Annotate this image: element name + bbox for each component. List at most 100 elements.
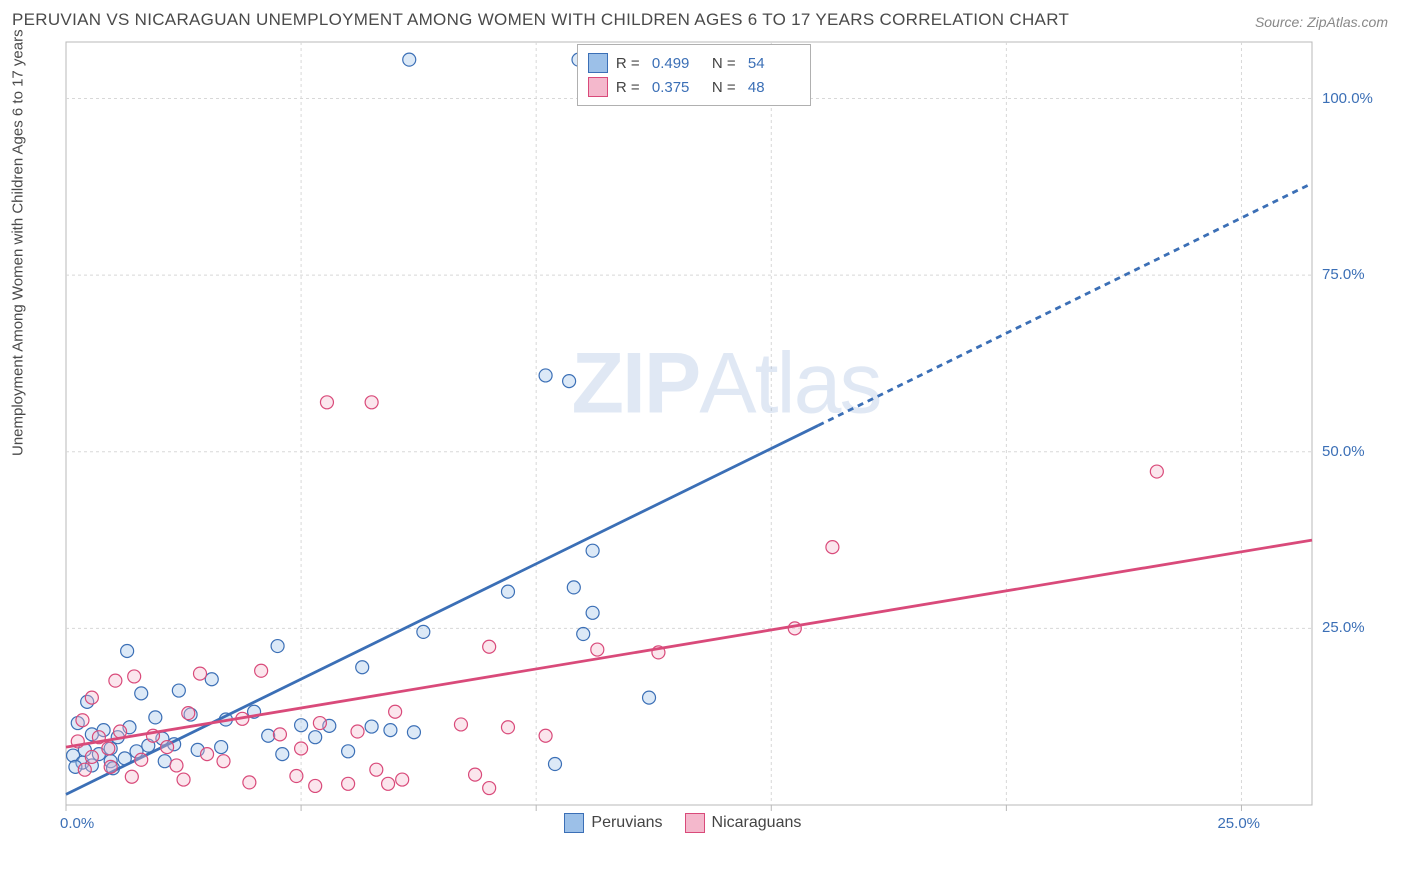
n-value-nicaraguans: 48 — [748, 79, 800, 96]
scatter-point — [295, 719, 308, 732]
r-label: R = — [616, 55, 644, 72]
scatter-point — [356, 661, 369, 674]
trend-line — [66, 425, 818, 794]
scatter-point — [262, 729, 275, 742]
n-label: N = — [712, 55, 740, 72]
y-tick-label: 25.0% — [1322, 619, 1365, 636]
scatter-point — [158, 755, 171, 768]
r-value-nicaraguans: 0.375 — [652, 79, 704, 96]
scatter-point — [201, 748, 214, 761]
scatter-point — [548, 758, 561, 771]
scatter-point — [483, 640, 496, 653]
correlation-legend-box: R = 0.499 N = 54 R = 0.375 N = 48 — [577, 44, 811, 106]
trend-line — [66, 540, 1312, 747]
scatter-point — [384, 724, 397, 737]
legend-swatch-nicaraguans — [685, 813, 705, 833]
scatter-point — [205, 673, 218, 686]
scatter-point — [78, 763, 91, 776]
legend-row-peruvians: R = 0.499 N = 54 — [588, 51, 800, 75]
scatter-point — [351, 725, 364, 738]
scatter-point — [365, 396, 378, 409]
legend-item-nicaraguans: Nicaraguans — [685, 813, 802, 833]
scatter-point — [309, 779, 322, 792]
scatter-point — [501, 721, 514, 734]
scatter-point — [135, 753, 148, 766]
scatter-point — [586, 544, 599, 557]
scatter-point — [177, 773, 190, 786]
scatter-point — [161, 741, 174, 754]
scatter-point — [276, 748, 289, 761]
scatter-point — [273, 728, 286, 741]
n-value-peruvians: 54 — [748, 55, 800, 72]
y-tick-label: 75.0% — [1322, 266, 1365, 283]
scatter-point — [215, 741, 228, 754]
series-legend: Peruvians Nicaraguans — [564, 813, 801, 833]
source-attribution: Source: ZipAtlas.com — [1255, 14, 1388, 30]
legend-swatch-peruvians — [564, 813, 584, 833]
scatter-point — [389, 705, 402, 718]
scatter-point — [643, 691, 656, 704]
scatter-point — [539, 369, 552, 382]
chart-title: PERUVIAN VS NICARAGUAN UNEMPLOYMENT AMON… — [12, 10, 1069, 30]
scatter-point — [370, 763, 383, 776]
chart-plot-area: ZIPAtlas — [62, 38, 1390, 843]
scatter-point — [539, 729, 552, 742]
scatter-point — [563, 375, 576, 388]
scatter-point — [255, 664, 268, 677]
scatter-point — [121, 644, 134, 657]
scatter-point — [125, 770, 138, 783]
scatter-point — [290, 770, 303, 783]
scatter-point — [109, 674, 122, 687]
scatter-point — [454, 718, 467, 731]
scatter-point — [309, 731, 322, 744]
scatter-point — [104, 760, 117, 773]
scatter-point — [382, 777, 395, 790]
scatter-point — [295, 742, 308, 755]
scatter-point — [577, 628, 590, 641]
scatter-point — [469, 768, 482, 781]
x-tick-label: 0.0% — [60, 815, 94, 832]
scatter-point — [135, 687, 148, 700]
scatter-point — [76, 714, 89, 727]
legend-label-peruvians: Peruvians — [591, 814, 662, 832]
scatter-point — [407, 726, 420, 739]
r-label: R = — [616, 79, 644, 96]
scatter-point — [128, 670, 141, 683]
scatter-point — [591, 643, 604, 656]
scatter-point — [170, 759, 183, 772]
scatter-point — [85, 750, 98, 763]
scatter-point — [483, 782, 496, 795]
scatter-chart-svg — [62, 38, 1390, 843]
scatter-point — [149, 711, 162, 724]
scatter-point — [342, 745, 355, 758]
scatter-point — [182, 707, 195, 720]
scatter-point — [586, 606, 599, 619]
scatter-point — [217, 755, 230, 768]
legend-item-peruvians: Peruvians — [564, 813, 662, 833]
scatter-point — [194, 667, 207, 680]
scatter-point — [1150, 465, 1163, 478]
trend-line-extrapolated — [818, 183, 1312, 425]
scatter-point — [396, 773, 409, 786]
scatter-point — [501, 585, 514, 598]
scatter-point — [567, 581, 580, 594]
legend-row-nicaraguans: R = 0.375 N = 48 — [588, 75, 800, 99]
scatter-point — [243, 776, 256, 789]
legend-swatch-peruvians — [588, 53, 608, 73]
x-tick-label: 25.0% — [1217, 815, 1260, 832]
legend-label-nicaraguans: Nicaraguans — [712, 814, 802, 832]
r-value-peruvians: 0.499 — [652, 55, 704, 72]
scatter-point — [365, 720, 378, 733]
y-axis-label: Unemployment Among Women with Children A… — [10, 436, 27, 456]
scatter-point — [417, 625, 430, 638]
scatter-point — [102, 742, 115, 755]
scatter-point — [172, 684, 185, 697]
scatter-point — [342, 777, 355, 790]
scatter-point — [826, 541, 839, 554]
scatter-point — [85, 691, 98, 704]
legend-swatch-nicaraguans — [588, 77, 608, 97]
y-tick-label: 50.0% — [1322, 443, 1365, 460]
n-label: N = — [712, 79, 740, 96]
scatter-point — [271, 640, 284, 653]
scatter-point — [403, 53, 416, 66]
